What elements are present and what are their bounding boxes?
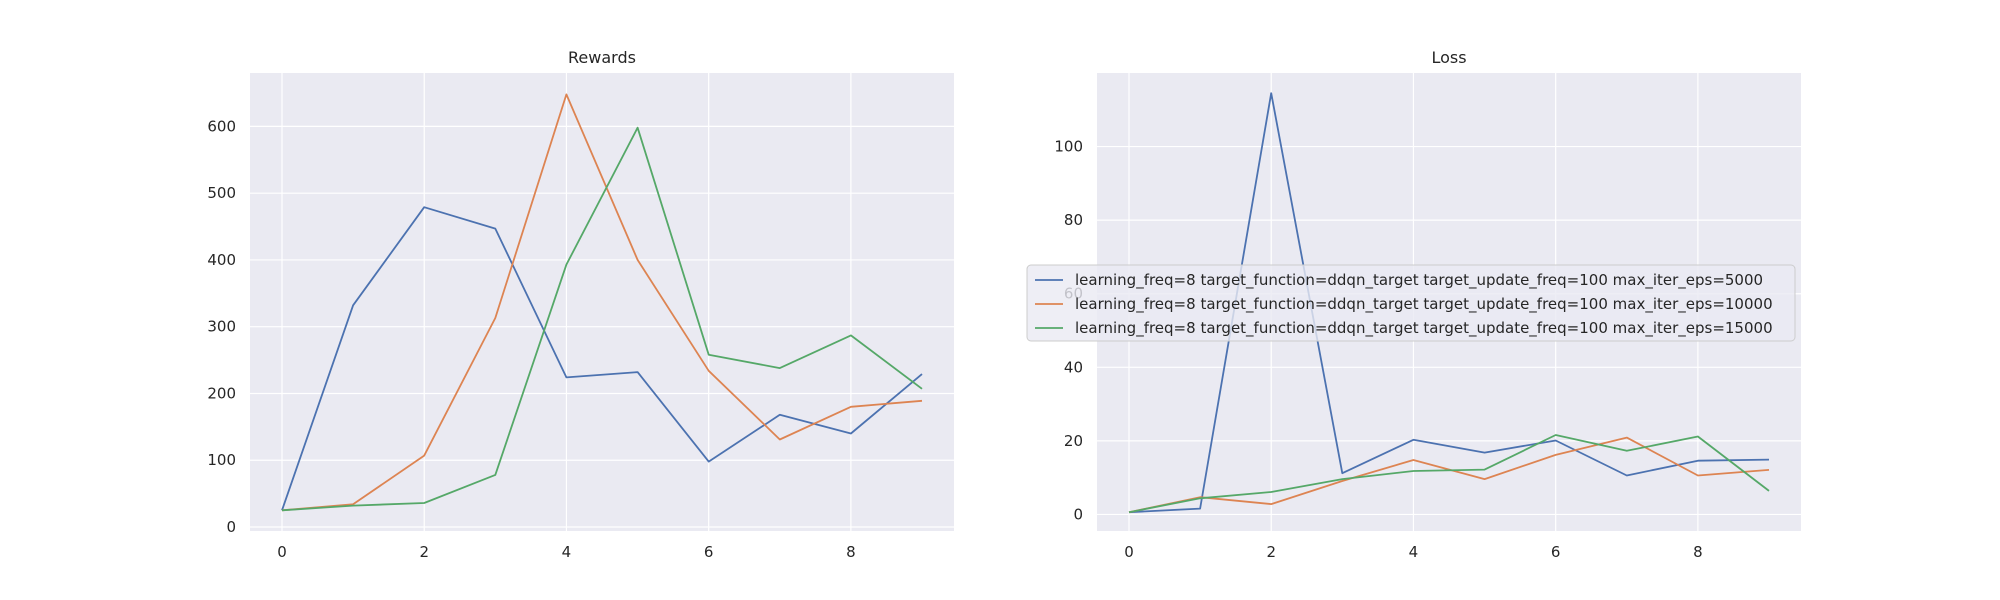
y-tick-label: 80: [1064, 211, 1083, 229]
plot-area: [250, 73, 954, 531]
x-tick-label: 8: [1693, 543, 1703, 561]
x-tick-label: 0: [1124, 543, 1134, 561]
x-tick-label: 6: [1551, 543, 1561, 561]
x-tick-label: 2: [1266, 543, 1276, 561]
legend-label: learning_freq=8 target_function=ddqn_tar…: [1075, 319, 1773, 338]
y-tick-label: 0: [226, 518, 236, 536]
series-line: [281, 126, 923, 512]
legend: learning_freq=8 target_function=ddqn_tar…: [1026, 264, 1796, 342]
series-line: [1128, 434, 1770, 514]
y-tick-label: 400: [207, 251, 236, 269]
y-tick-label: 200: [207, 384, 236, 402]
loss-chart: Loss 02468020406080100 learning_freq=8 t…: [1026, 48, 1801, 561]
legend-box: [1026, 264, 1796, 342]
chart-title: Rewards: [568, 48, 636, 67]
x-tick-label: 8: [846, 543, 856, 561]
y-tick-label: 20: [1064, 432, 1083, 450]
y-tick-label: 300: [207, 318, 236, 336]
x-tick-label: 6: [704, 543, 714, 561]
legend-label: learning_freq=8 target_function=ddqn_tar…: [1075, 271, 1763, 290]
x-tick-label: 2: [419, 543, 429, 561]
x-tick-label: 0: [277, 543, 287, 561]
series-line: [281, 206, 923, 511]
y-tick-label: 100: [1054, 138, 1083, 156]
y-tick-label: 500: [207, 184, 236, 202]
series-lines: [281, 93, 923, 512]
chart-title: Loss: [1431, 48, 1466, 67]
y-tick-label: 600: [207, 117, 236, 135]
legend-label: learning_freq=8 target_function=ddqn_tar…: [1075, 295, 1773, 314]
series-line: [281, 93, 923, 512]
x-tick-label: 4: [1409, 543, 1419, 561]
tick-labels: 0 2 4 6 8 0 100 200 300 400 500 600: [207, 117, 855, 561]
y-tick-label: 40: [1064, 358, 1083, 376]
rewards-chart: Rewards 0 2 4 6 8 0 100 200 300 400 500 600: [207, 48, 954, 561]
gridlines: [250, 73, 954, 531]
tick-labels: 02468020406080100: [1054, 138, 1702, 561]
y-tick-label: 0: [1073, 505, 1083, 523]
x-tick-label: 4: [562, 543, 572, 561]
y-tick-label: 100: [207, 451, 236, 469]
